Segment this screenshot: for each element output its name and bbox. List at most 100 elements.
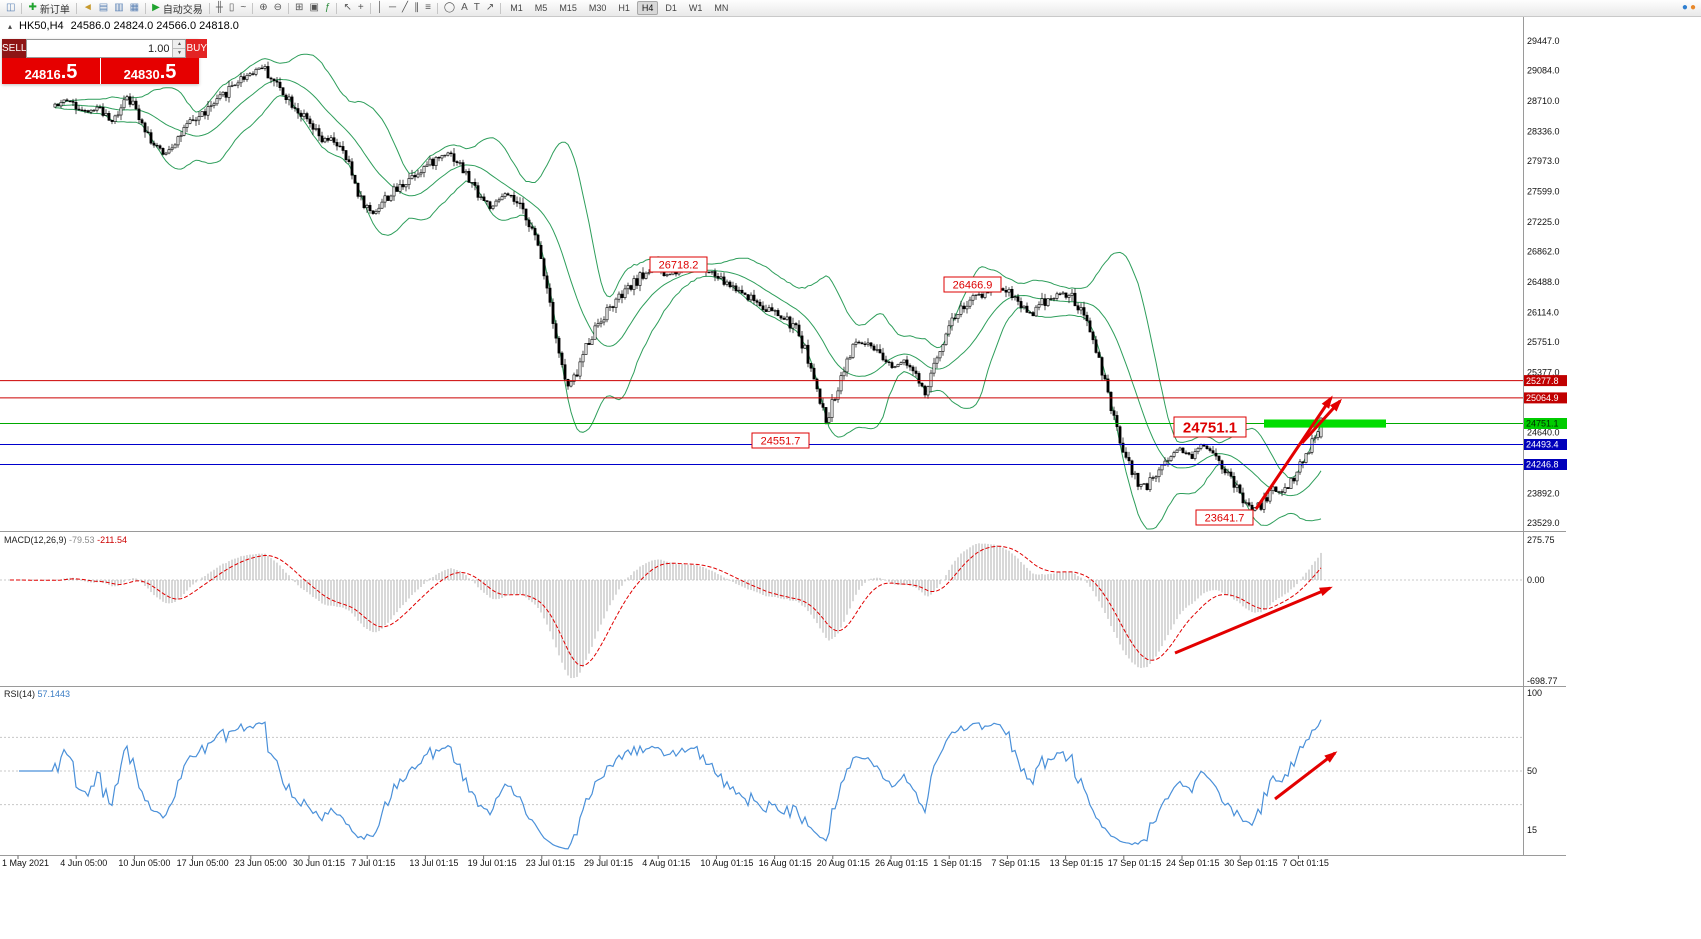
candle-body — [497, 199, 501, 202]
toolbar-right-icons: ● ● — [1682, 0, 1698, 16]
candle-body — [326, 138, 330, 141]
buy-button[interactable]: BUY — [186, 39, 208, 58]
price-axis-label: 27225.0 — [1527, 217, 1560, 227]
price-annotation-26466.9[interactable]: 26466.9 — [943, 276, 1002, 293]
candle-body — [569, 381, 573, 387]
shapes-icon[interactable]: ◯ — [441, 1, 458, 16]
price-annotation-24551.7[interactable]: 24551.7 — [751, 432, 810, 449]
candle-body — [1001, 288, 1005, 291]
support-zone-highlight[interactable] — [1264, 419, 1386, 428]
candle-body — [1028, 312, 1032, 314]
tile-windows-icon[interactable]: ⊞ — [292, 1, 306, 16]
toolbar-separator — [208, 2, 210, 14]
timeframe-m5-button[interactable]: M5 — [534, 3, 548, 13]
sell-price-frac: .5 — [60, 61, 78, 83]
sell-price-button[interactable]: 24816.5 — [2, 58, 100, 84]
zoom-in-icon[interactable]: ⊕ — [256, 1, 270, 16]
rsi-value: 57.1443 — [37, 689, 71, 699]
volume-input[interactable] — [27, 40, 173, 57]
price-annotation-23641.7[interactable]: 23641.7 — [1195, 509, 1254, 526]
new-order-button[interactable]: ✚ 新订单 — [25, 1, 72, 16]
candle-body — [632, 278, 636, 290]
candle-body — [773, 310, 777, 312]
price-axis-label: 23892.0 — [1527, 488, 1560, 498]
navigator-icon[interactable]: ▦ — [127, 1, 142, 16]
line-chart-icon[interactable]: ~ — [237, 1, 249, 16]
one-click-trading-panel: SELL ▲ ▼ BUY 24816.5 24830.5 — [2, 39, 208, 84]
candle-body — [212, 103, 216, 107]
candle-body — [710, 271, 714, 273]
autotrading-button[interactable]: ▶ 自动交易 — [149, 1, 206, 16]
macd-main-value: -79.53 — [69, 535, 95, 545]
notification-icon[interactable]: ● — [1689, 2, 1696, 13]
community-icon[interactable]: ● — [1681, 2, 1688, 13]
macd-axis-label: -698.77 — [1527, 676, 1558, 686]
toolbar-separator — [252, 2, 254, 14]
horizontal-line-icon[interactable]: ─ — [386, 1, 399, 16]
price-axis[interactable]: 29447.0 29084.0 28710.0 28336.0 27973.0 27599… — [1524, 36, 1567, 835]
toolbar-separator — [436, 2, 438, 14]
trend-arrow-2[interactable] — [1300, 398, 1342, 445]
timeframe-m30-button[interactable]: M30 — [588, 3, 607, 13]
candle-body — [152, 142, 156, 146]
candle-body — [485, 200, 489, 202]
timeframe-h4-button[interactable]: H4 — [636, 1, 659, 15]
candle-body — [1046, 298, 1050, 307]
candle-body — [1010, 288, 1014, 298]
candle-body — [365, 205, 369, 209]
timeframe-w1-button[interactable]: W1 — [688, 3, 703, 13]
timeframe-mn-button[interactable]: MN — [714, 3, 729, 13]
time-axis[interactable]: 1 May 2021 4 Jun 05:00 10 Jun 05:00 17 Jun … — [2, 855, 1329, 869]
trend-arrow-1[interactable] — [1254, 395, 1333, 510]
candle-body — [890, 362, 894, 368]
timeframe-d1-button[interactable]: D1 — [665, 3, 677, 13]
new-chart-icon[interactable]: ◫ — [3, 1, 18, 16]
sell-button[interactable]: SELL — [2, 39, 27, 58]
candle-body — [1040, 298, 1044, 305]
candle-body — [1154, 476, 1158, 479]
volume-decrease-button[interactable]: ▼ — [173, 49, 186, 57]
fibonacci-icon[interactable]: ≡ — [422, 1, 434, 16]
market-watch-icon[interactable]: ▤ — [96, 1, 111, 16]
vertical-line-icon[interactable]: │ — [374, 1, 386, 16]
text-icon[interactable]: A — [458, 1, 471, 16]
candle-body — [881, 352, 885, 361]
candle-body — [1160, 464, 1164, 471]
trend-arrow-3[interactable] — [1174, 586, 1333, 655]
cursor-icon[interactable]: ↖ — [340, 1, 354, 16]
trend-arrow-4[interactable] — [1274, 751, 1338, 801]
data-window-icon[interactable]: ▥ — [111, 1, 126, 16]
candle-body — [1223, 468, 1227, 474]
candle-body — [89, 109, 93, 113]
candle-body — [1169, 456, 1173, 461]
equidistant-channel-icon[interactable]: ∥ — [411, 1, 422, 16]
indicators-icon[interactable]: ƒ — [322, 1, 334, 16]
text-label-icon: T — [473, 2, 480, 13]
candlestick-chart-icon[interactable]: ▯ — [226, 1, 238, 16]
trendline-icon[interactable]: ╱ — [399, 1, 411, 16]
price-annotation-26718.2[interactable]: 26718.2 — [649, 256, 708, 273]
candle-body — [1064, 292, 1068, 298]
candle-body — [161, 148, 165, 155]
candle-body — [602, 319, 606, 323]
timeframe-m15-button[interactable]: M15 — [559, 3, 577, 13]
buy-price-button[interactable]: 24830.5 — [101, 58, 199, 84]
arrow-object-icon[interactable]: ↗ — [483, 1, 497, 16]
annotation-box — [1195, 509, 1254, 526]
sound-icon[interactable]: ◄ — [80, 1, 96, 16]
timeframe-m1-button[interactable]: M1 — [510, 3, 523, 13]
crosshair-icon[interactable]: + — [355, 1, 367, 16]
candle-body — [1289, 477, 1293, 489]
text-label-icon[interactable]: T — [471, 1, 483, 16]
candle-body — [1106, 378, 1110, 393]
auto-arrange-icon[interactable]: ▣ — [306, 1, 321, 16]
volume-increase-button[interactable]: ▲ — [173, 40, 186, 49]
price-annotation-24751.1[interactable]: 24751.1 — [1173, 416, 1247, 438]
bar-chart-icon[interactable]: ╫ — [213, 1, 226, 16]
timeframe-h1-button[interactable]: H1 — [618, 3, 630, 13]
candle-body — [1031, 312, 1035, 317]
candle-body — [470, 182, 474, 184]
zoom-out-icon[interactable]: ⊖ — [271, 1, 285, 16]
candle-body — [788, 316, 792, 329]
